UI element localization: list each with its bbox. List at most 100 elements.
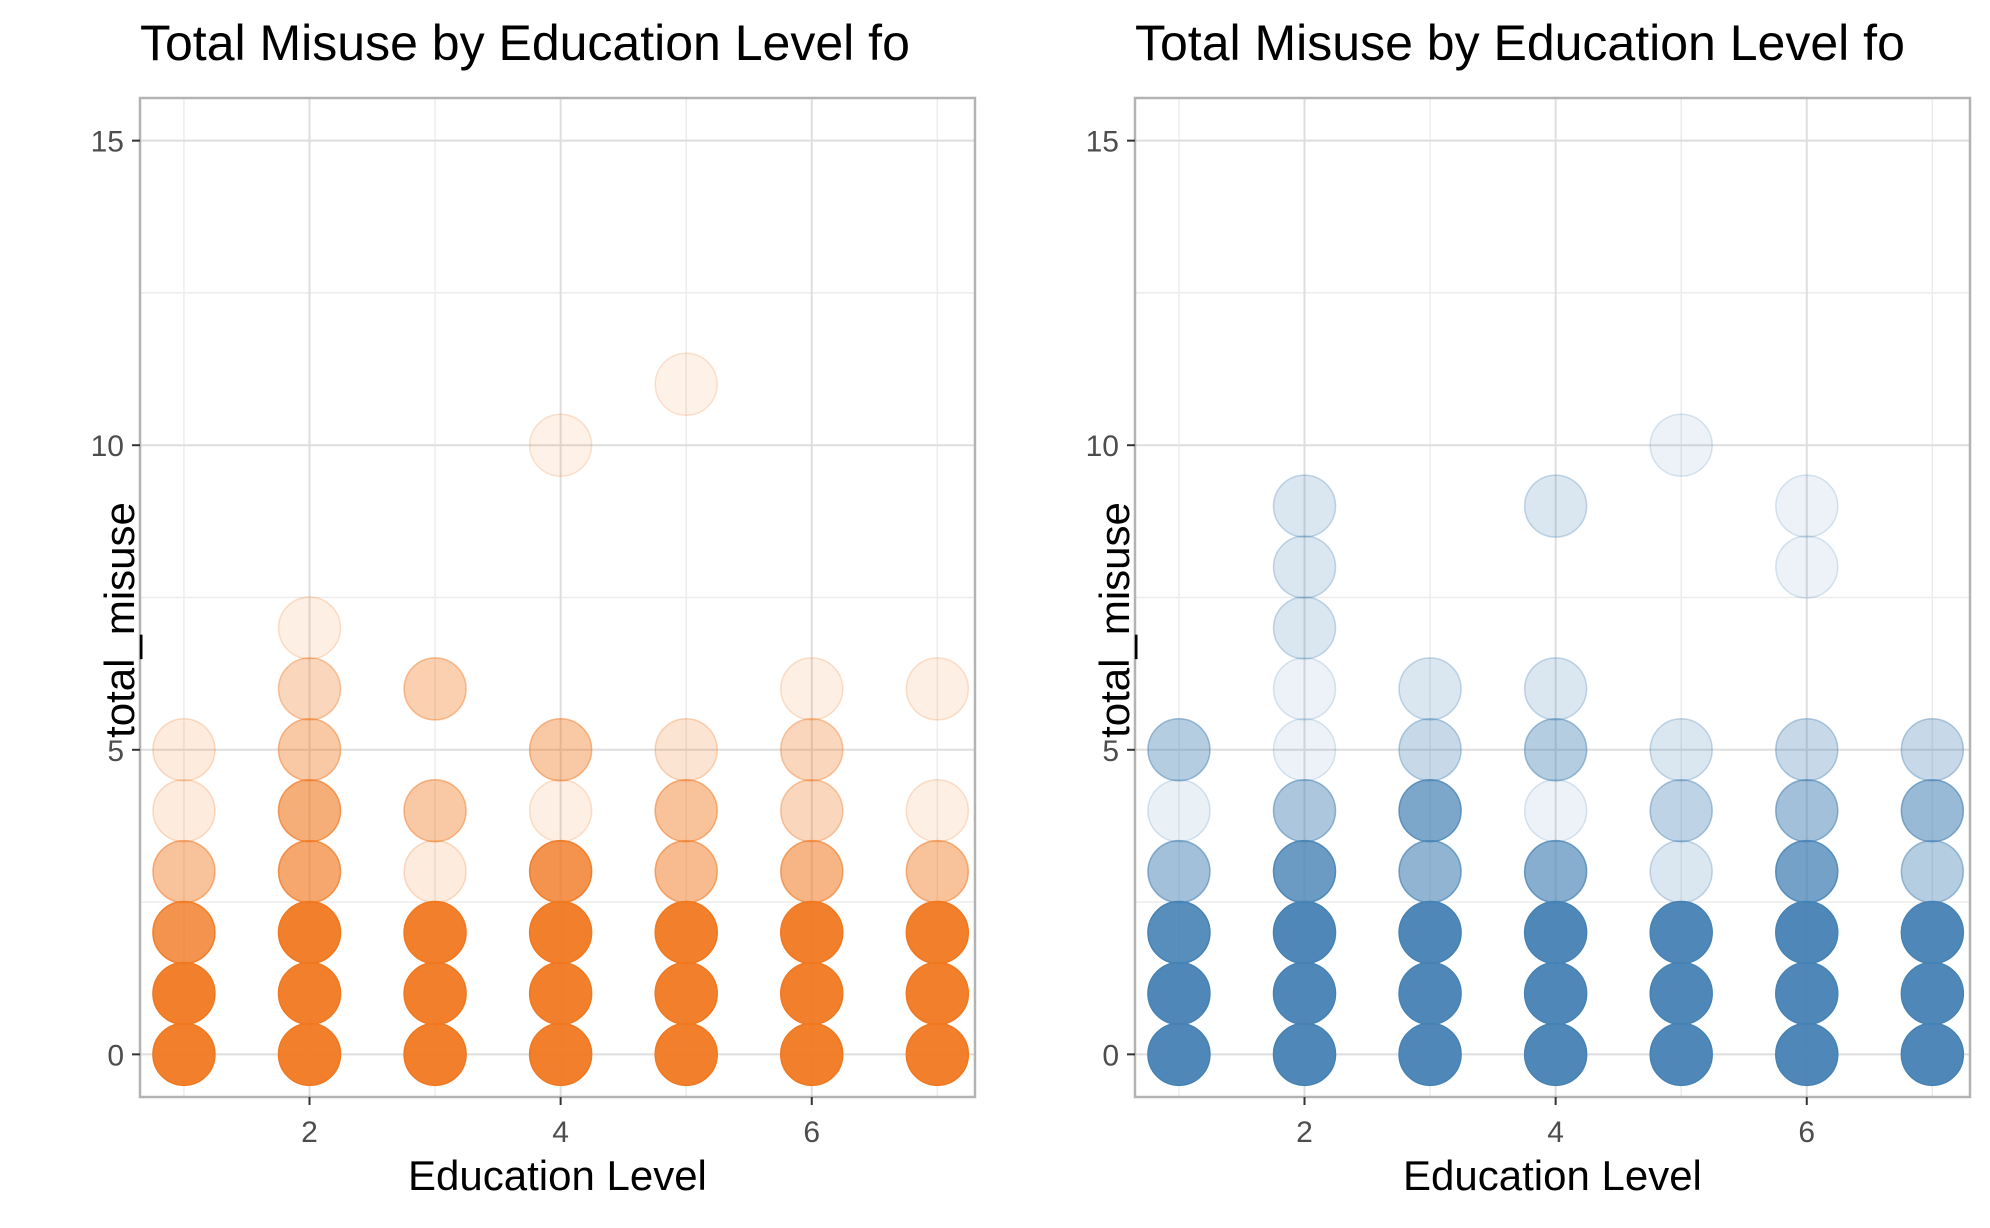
data-point <box>905 778 970 843</box>
points-layer <box>1147 413 1965 1087</box>
data-point <box>905 839 970 904</box>
data-point <box>152 778 216 843</box>
data-point <box>1649 1022 1713 1087</box>
data-point <box>152 961 216 1026</box>
data-point <box>1398 900 1462 965</box>
data-point <box>780 778 844 843</box>
data-point <box>780 718 844 782</box>
data-point <box>1398 657 1462 721</box>
y-tick-label: 0 <box>1102 1039 1119 1072</box>
x-tick-label: 4 <box>552 1116 569 1149</box>
data-point <box>1398 961 1462 1026</box>
data-point <box>654 839 718 904</box>
data-point <box>1900 839 1965 904</box>
data-point <box>654 1022 718 1087</box>
data-point <box>528 961 593 1026</box>
data-point <box>1272 596 1337 660</box>
data-point <box>277 596 342 660</box>
scatter-plot: 2 4 6 0 5 10 15 <box>1086 96 1972 1149</box>
data-point <box>1775 778 1839 843</box>
y-tick-label: 5 <box>1102 735 1119 768</box>
data-point <box>654 352 718 417</box>
data-point <box>1649 718 1713 782</box>
data-point <box>403 961 467 1026</box>
data-point <box>277 657 342 721</box>
data-point <box>528 900 593 965</box>
data-point <box>1523 900 1588 965</box>
data-point <box>1775 474 1839 538</box>
data-point <box>152 900 216 965</box>
data-point <box>1775 900 1839 965</box>
plot-border <box>1133 96 1972 1099</box>
data-point <box>1775 839 1839 904</box>
data-point <box>1147 718 1211 782</box>
x-tick-label: 6 <box>1798 1116 1815 1149</box>
data-point <box>654 900 718 965</box>
x-tick-label: 6 <box>803 1116 820 1149</box>
y-tick-label: 5 <box>107 735 124 768</box>
data-point <box>1147 961 1211 1026</box>
chart-title: Total Misuse by Education Level fo <box>1135 15 1905 71</box>
x-tick-label: 4 <box>1547 1116 1564 1149</box>
data-point <box>1147 839 1211 904</box>
data-point <box>277 961 342 1026</box>
data-point <box>780 961 844 1026</box>
data-point <box>780 657 844 721</box>
y-tick-label: 15 <box>1086 126 1119 159</box>
y-tick-label: 10 <box>91 430 124 463</box>
data-point <box>1649 413 1713 477</box>
data-point <box>1272 778 1337 843</box>
data-point <box>403 778 467 843</box>
data-point <box>528 718 593 782</box>
data-point <box>1523 718 1588 782</box>
data-point <box>1272 961 1337 1026</box>
data-point <box>277 900 342 965</box>
data-point <box>1649 900 1713 965</box>
data-point <box>654 778 718 843</box>
data-point <box>1523 474 1588 538</box>
data-point <box>528 778 593 843</box>
data-point <box>905 1022 970 1087</box>
data-point <box>1147 900 1211 965</box>
scatter-plot: 2 4 6 0 5 10 15 <box>91 96 977 1149</box>
data-point <box>528 413 593 477</box>
data-point <box>1272 474 1337 538</box>
data-point <box>780 1022 844 1087</box>
data-point <box>905 961 970 1026</box>
data-point <box>403 1022 467 1087</box>
data-point <box>1272 535 1337 599</box>
x-axis-label: Education Level <box>1403 1152 1702 1199</box>
points-layer <box>152 352 970 1087</box>
data-point <box>528 1022 593 1087</box>
data-point <box>1147 1022 1211 1087</box>
data-point <box>1398 718 1462 782</box>
data-point <box>1398 778 1462 843</box>
data-point <box>1272 718 1337 782</box>
data-point <box>403 900 467 965</box>
y-axis-label: total_misuse <box>1090 502 1138 738</box>
data-point <box>1272 657 1337 721</box>
data-point <box>1900 778 1965 843</box>
data-point <box>277 839 342 904</box>
y-tick-label: 0 <box>107 1039 124 1072</box>
data-point <box>1147 778 1211 843</box>
data-point <box>1398 1022 1462 1087</box>
data-point <box>152 839 216 904</box>
data-point <box>1523 839 1588 904</box>
data-point <box>1523 1022 1588 1087</box>
data-point <box>1775 718 1839 782</box>
plot-border <box>138 96 977 1099</box>
data-point <box>1775 1022 1839 1087</box>
data-point <box>1775 961 1839 1026</box>
data-point <box>1775 535 1839 599</box>
data-point <box>654 961 718 1026</box>
x-tick-label: 2 <box>301 1116 318 1149</box>
data-point <box>780 839 844 904</box>
data-point <box>152 718 216 782</box>
x-axis-label: Education Level <box>408 1152 707 1199</box>
data-point <box>277 778 342 843</box>
y-tick-label: 15 <box>91 126 124 159</box>
x-tick-label: 2 <box>1296 1116 1313 1149</box>
chart-panel-right: Total Misuse by Education Level fo 2 4 6 0 5… <box>995 0 1990 1228</box>
chart-panel-left: Total Misuse by Education Level fo 2 4 6 0 5… <box>91 15 977 1199</box>
